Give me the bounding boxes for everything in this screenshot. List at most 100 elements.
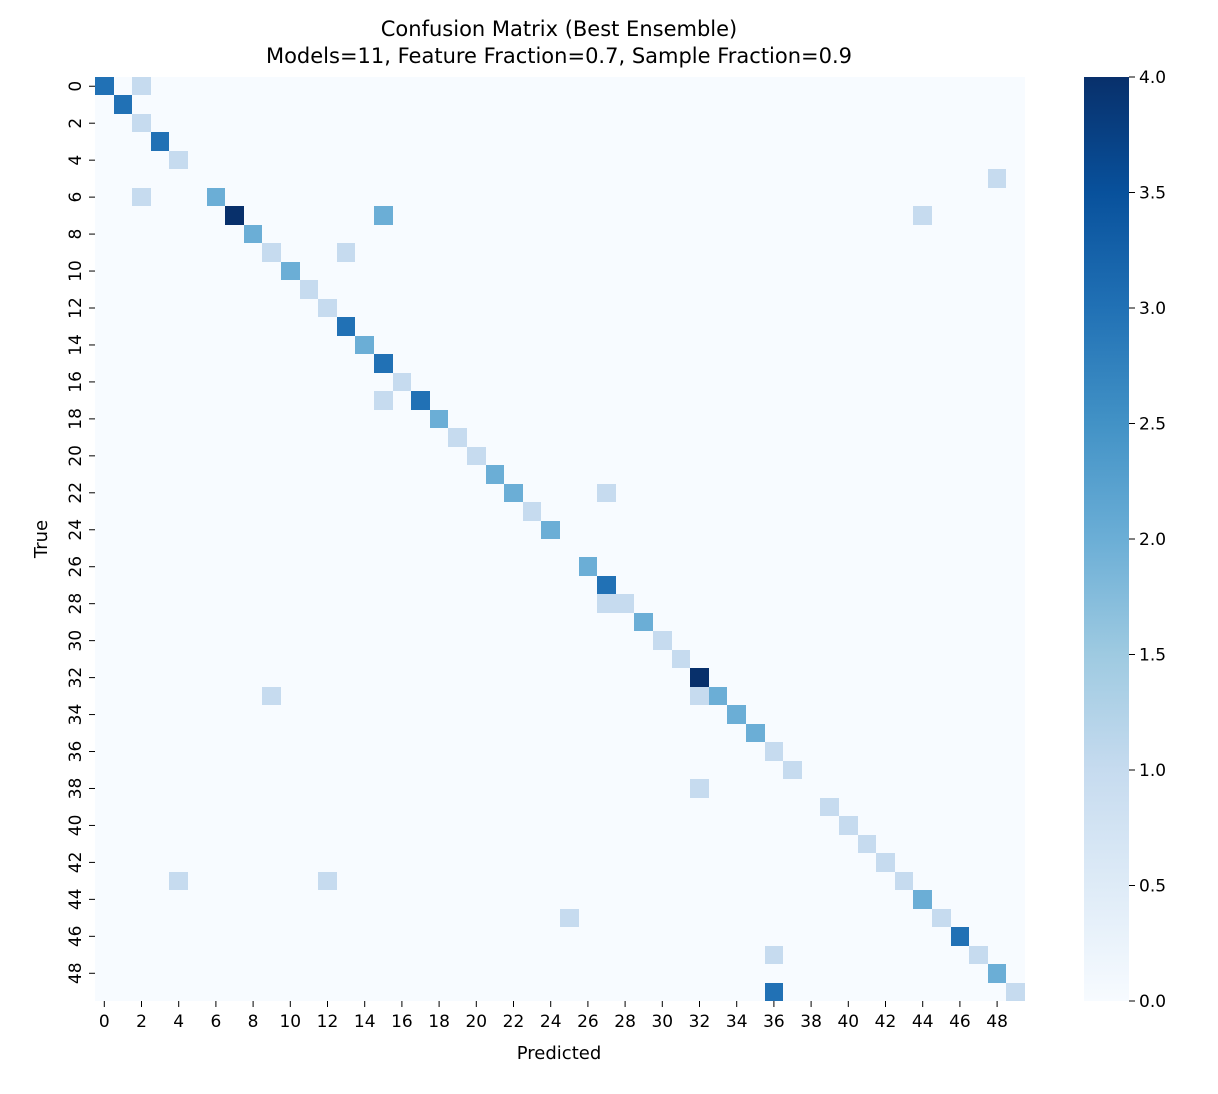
x-tick-label: 46 [949, 1012, 971, 1032]
y-tick-label: 48 [66, 962, 86, 984]
y-tick-label: 32 [66, 667, 86, 689]
colorbar-tick-label: 4.0 [1139, 68, 1166, 88]
y-tick-label: 10 [66, 260, 86, 282]
y-tick-label: 26 [66, 556, 86, 578]
y-tick-label: 24 [66, 519, 86, 541]
x-tick-label: 42 [875, 1012, 897, 1032]
y-tick-label: 16 [66, 371, 86, 393]
heatmap-cell [132, 114, 151, 132]
heatmap-cell [727, 705, 746, 724]
colorbar-tick-label: 0.5 [1139, 877, 1166, 897]
heatmap-cell [504, 484, 523, 502]
y-tick-label: 18 [66, 408, 86, 430]
y-tick-label: 8 [66, 229, 86, 240]
heatmap-cell [765, 946, 783, 964]
heatmap-cell [951, 927, 969, 946]
heatmap-cell [597, 594, 616, 613]
x-tick-label: 44 [912, 1012, 934, 1032]
x-tick-label: 40 [837, 1012, 859, 1032]
heatmap-cell [913, 890, 932, 909]
heatmap-cell [876, 853, 895, 872]
heatmap-cell [411, 391, 430, 410]
heatmap-cell [783, 761, 802, 779]
heatmap-cell [690, 779, 709, 798]
y-tick-label: 42 [66, 852, 86, 874]
heatmap-cell [374, 206, 393, 225]
heatmap-cell [486, 465, 504, 484]
heatmap-cell [244, 225, 262, 243]
colorbar-tick-label: 2.0 [1139, 530, 1166, 550]
y-tick-label: 14 [66, 334, 86, 356]
heatmap-cell [337, 317, 355, 336]
heatmap-cell [634, 613, 653, 631]
y-tick-label: 34 [66, 704, 86, 726]
x-tick-label: 18 [428, 1012, 450, 1032]
y-tick-label: 46 [66, 925, 86, 947]
x-tick-label: 20 [465, 1012, 487, 1032]
heatmap-cell [653, 631, 672, 650]
heatmap-cell [132, 188, 151, 206]
heatmap-cell [597, 484, 616, 502]
heatmap-cell [690, 668, 709, 687]
heatmap-cell [169, 872, 188, 890]
heatmap-cell [858, 835, 876, 853]
y-tick-label: 0 [66, 81, 86, 92]
y-tick-label: 2 [66, 118, 86, 129]
heatmap-cell [467, 447, 486, 465]
colorbar-tick-label: 2.5 [1139, 415, 1166, 435]
x-tick-label: 34 [726, 1012, 748, 1032]
y-axis-label: True [31, 520, 52, 559]
heatmap-cell [169, 151, 188, 169]
colorbar [1084, 77, 1129, 1001]
heatmap-cell [541, 521, 560, 539]
y-tick-label: 6 [66, 192, 86, 203]
heatmap-cell [765, 742, 783, 761]
heatmap-cell [746, 724, 765, 742]
heatmap-cell [151, 132, 169, 151]
heatmap-cell [132, 77, 151, 95]
heatmap-cell [839, 816, 858, 835]
y-tick-label: 30 [66, 630, 86, 652]
heatmap-cell [597, 576, 616, 594]
x-tick-label: 4 [173, 1012, 184, 1032]
heatmap-cell [95, 77, 114, 95]
y-tick-label: 40 [66, 815, 86, 837]
heatmap-cell [690, 687, 709, 705]
heatmap-cell [318, 872, 337, 890]
x-tick-label: 0 [99, 1012, 110, 1032]
x-tick-label: 36 [763, 1012, 785, 1032]
heatmap-cell [820, 798, 839, 816]
y-tick-label: 44 [66, 889, 86, 911]
heatmap-cell [932, 909, 951, 927]
colorbar-tick-label: 1.0 [1139, 761, 1166, 781]
colorbar-tick-label: 3.0 [1139, 299, 1166, 319]
colorbar-tick-label: 0.0 [1139, 992, 1166, 1012]
x-tick-label: 22 [503, 1012, 525, 1032]
x-tick-label: 30 [651, 1012, 673, 1032]
heatmap-cell [374, 391, 393, 410]
heatmap-cell [318, 299, 337, 317]
heatmap-cell [114, 95, 132, 114]
y-axis-ticks: 0246810121416182022242628303234363840424… [66, 81, 95, 984]
x-tick-label: 12 [317, 1012, 339, 1032]
heatmap-cell [207, 188, 225, 206]
heatmap-cell [988, 964, 1006, 983]
x-axis-label: Predicted [517, 1043, 602, 1064]
heatmap-cells [95, 77, 1025, 1001]
y-tick-label: 12 [66, 297, 86, 319]
x-tick-label: 6 [210, 1012, 221, 1032]
heatmap-cell [913, 206, 932, 225]
heatmap-cell [448, 428, 467, 447]
heatmap-cell [225, 206, 244, 225]
colorbar-ticks: 0.0 0.5 1.0 1.5 2.0 2.5 3.0 3.5 4.0 [1129, 68, 1166, 1012]
x-axis-ticks: 0 2 4 6 8 10 12 14 16 18 20 22 24 26 28 30 32 34 36 38 40 42 4… [99, 1001, 1008, 1032]
chart-subtitle: Models=11, Feature Fraction=0.7, Sample … [266, 44, 852, 68]
heatmap-cell [988, 169, 1006, 188]
chart-title: Confusion Matrix (Best Ensemble) [381, 17, 737, 41]
y-tick-label: 28 [66, 593, 86, 615]
x-tick-label: 14 [354, 1012, 376, 1032]
x-tick-label: 26 [577, 1012, 599, 1032]
heatmap-cell [969, 946, 988, 964]
